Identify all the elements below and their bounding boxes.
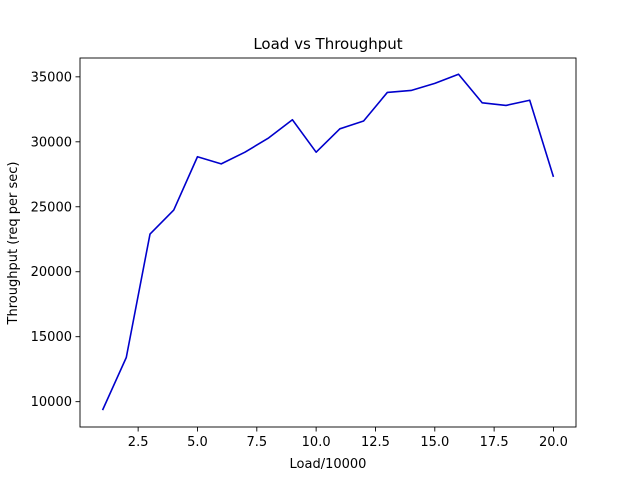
y-tick-label: 25000 [31,200,72,215]
axes-frame [79,57,577,428]
x-tick-label: 17.5 [480,435,509,450]
x-tick-label: 20.0 [539,435,568,450]
y-tick-label: 35000 [31,70,72,85]
y-tick-label: 10000 [31,395,72,410]
y-tick-label: 15000 [31,330,72,345]
x-tick-label: 7.5 [246,435,267,450]
x-tick-label: 12.5 [361,435,390,450]
x-tick-label: 5.0 [187,435,208,450]
chart-title: Load vs Throughput [253,35,402,53]
x-tick-label: 2.5 [128,435,149,450]
y-axis-label: Throughput (req per sec) [6,162,21,326]
y-tick-label: 20000 [31,265,72,280]
series-line [101,73,555,411]
x-tick-label: 10.0 [302,435,331,450]
plot-area: 2.5 5.0 7.5 10.0 12.5 15.0 17.5 20.0 10000 15000 2… [31,57,577,450]
x-tick-label: 15.0 [420,435,449,450]
x-axis-label: Load/10000 [290,457,367,472]
y-tick-label: 30000 [31,135,72,150]
